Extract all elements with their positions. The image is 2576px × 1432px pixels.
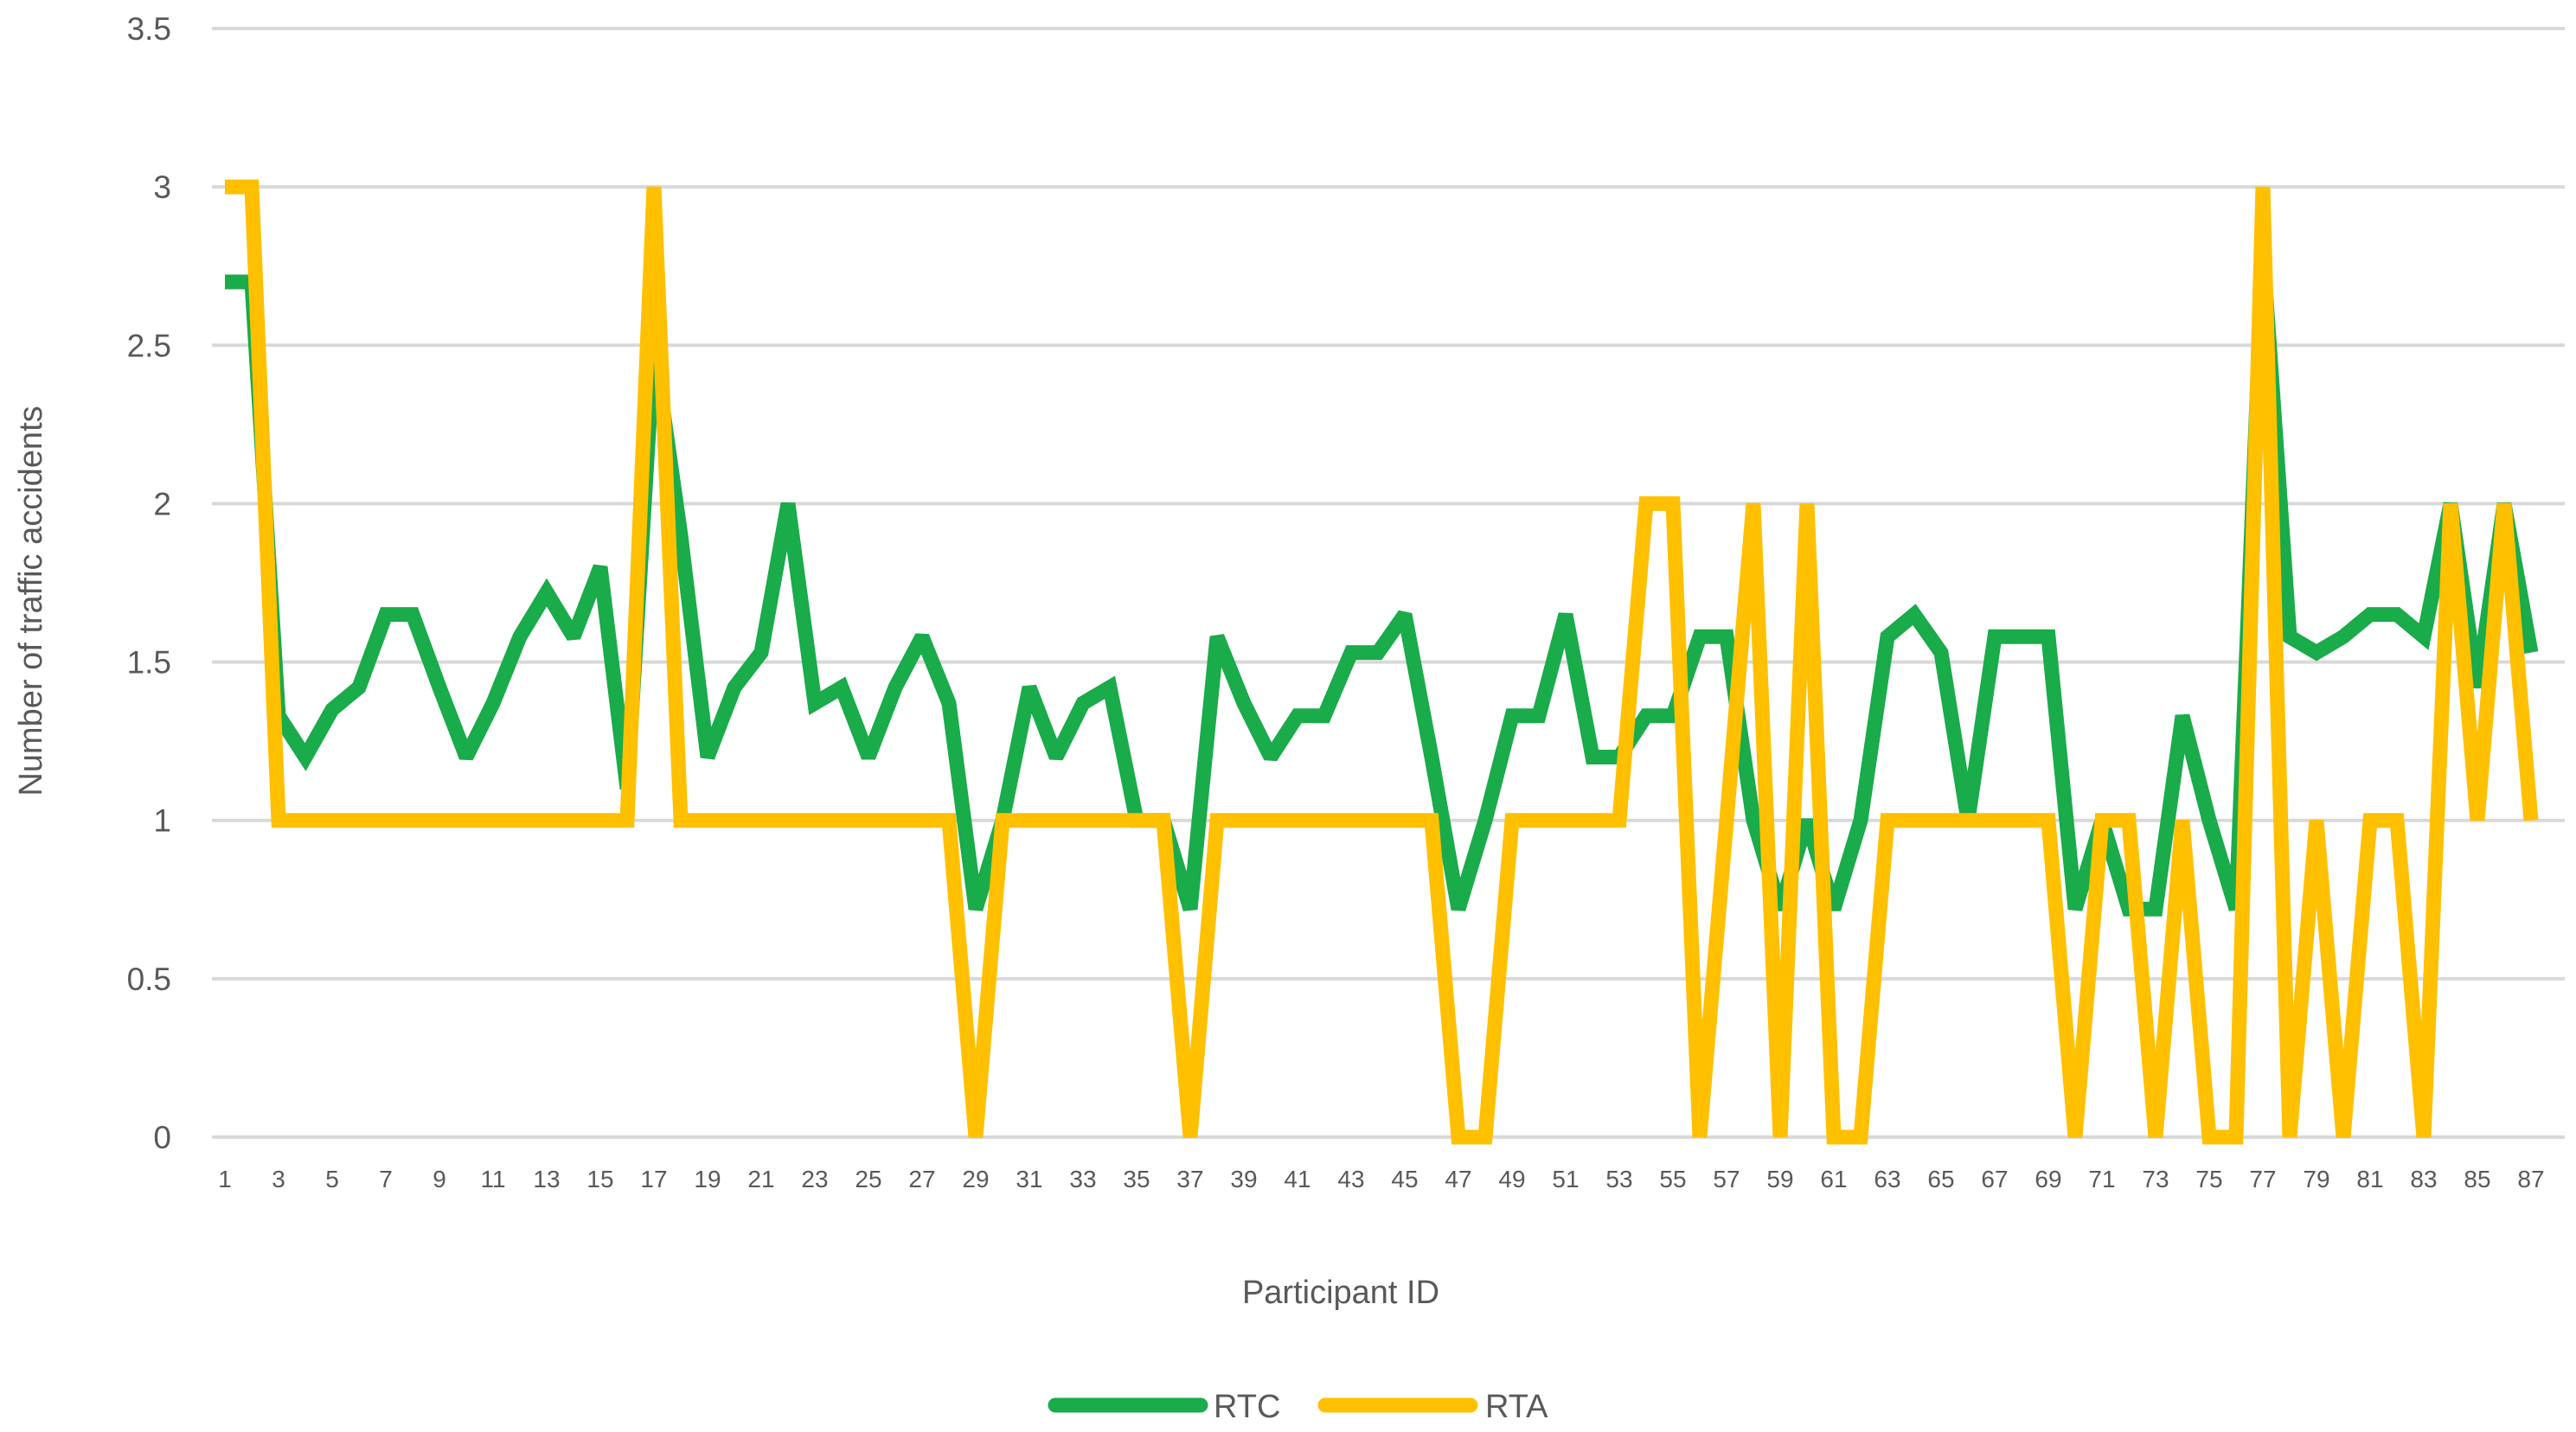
x-tick-label: 43 (1337, 1166, 1364, 1192)
gridlines (212, 27, 2565, 1139)
x-tick-label: 23 (801, 1166, 828, 1192)
x-tick-label: 13 (533, 1166, 560, 1192)
legend: RTC RTA (1048, 1389, 1548, 1425)
x-tick-label: 33 (1069, 1166, 1096, 1192)
series-lines (225, 179, 2539, 1145)
x-axis-title: Participant ID (1242, 1275, 1439, 1311)
x-tick-label: 81 (2356, 1166, 2383, 1192)
x-tick-label: 71 (2088, 1166, 2115, 1192)
x-tick-label: 37 (1176, 1166, 1203, 1192)
x-tick-label: 49 (1498, 1166, 1525, 1192)
y-tick-label: 0 (153, 1120, 171, 1155)
x-tick-label: 77 (2249, 1166, 2276, 1192)
y-tick-label: 1 (153, 803, 171, 839)
x-tick-label: 19 (694, 1166, 721, 1192)
x-tick-label: 27 (908, 1166, 935, 1192)
x-tick-label: 57 (1713, 1166, 1740, 1192)
y-tick-label: 2.5 (127, 328, 171, 363)
y-axis-title: Number of traffic accidents (13, 406, 49, 796)
x-tick-label: 53 (1605, 1166, 1632, 1192)
y-tick-label: 0.5 (127, 962, 171, 997)
x-tick-label: 31 (1016, 1166, 1042, 1192)
x-tick-label: 11 (480, 1166, 505, 1192)
x-tick-label: 65 (1927, 1166, 1954, 1192)
legend-label-rtc: RTC (1214, 1389, 1280, 1425)
x-tick-label: 39 (1230, 1166, 1257, 1192)
x-tick-label: 29 (962, 1166, 989, 1192)
x-tick-label: 45 (1391, 1166, 1418, 1192)
x-tick-label: 35 (1123, 1166, 1150, 1192)
x-tick-label: 15 (586, 1166, 613, 1192)
y-tick-labels: 0 0.5 1 1.5 2 2.5 3 3.5 (127, 11, 171, 1155)
x-tick-label: 5 (325, 1166, 339, 1192)
x-tick-label: 21 (747, 1166, 774, 1192)
y-tick-label: 3 (153, 169, 171, 205)
x-tick-label: 63 (1874, 1166, 1900, 1192)
y-tick-label: 1.5 (127, 645, 171, 681)
x-tick-label: 61 (1820, 1166, 1847, 1192)
x-tick-label: 47 (1445, 1166, 1471, 1192)
legend-label-rta: RTA (1485, 1389, 1548, 1425)
x-tick-label: 83 (2410, 1166, 2437, 1192)
series-line-rta (225, 179, 2539, 1145)
x-tick-label: 7 (379, 1166, 393, 1192)
x-tick-labels: 1 3 5 7 9 11 13 15 17 19 21 23 25 27 29 31 33 35 37 39 41 43 4… (218, 1166, 2544, 1192)
x-tick-label: 85 (2464, 1166, 2490, 1192)
x-tick-label: 59 (1766, 1166, 1793, 1192)
x-tick-label: 55 (1659, 1166, 1686, 1192)
x-tick-label: 41 (1284, 1166, 1310, 1192)
series-line-rtc (225, 249, 2539, 917)
x-tick-label: 79 (2303, 1166, 2329, 1192)
y-tick-label: 3.5 (127, 11, 171, 47)
x-tick-label: 87 (2517, 1166, 2544, 1192)
x-tick-label: 17 (640, 1166, 667, 1192)
x-tick-label: 1 (218, 1166, 232, 1192)
x-tick-label: 51 (1552, 1166, 1579, 1192)
x-tick-label: 9 (433, 1166, 446, 1192)
x-tick-label: 67 (1981, 1166, 2008, 1192)
x-tick-label: 69 (2035, 1166, 2061, 1192)
y-tick-label: 2 (153, 486, 171, 521)
x-tick-label: 75 (2195, 1166, 2222, 1192)
x-tick-label: 25 (855, 1166, 881, 1192)
x-tick-label: 73 (2142, 1166, 2169, 1192)
x-tick-label: 3 (272, 1166, 285, 1192)
